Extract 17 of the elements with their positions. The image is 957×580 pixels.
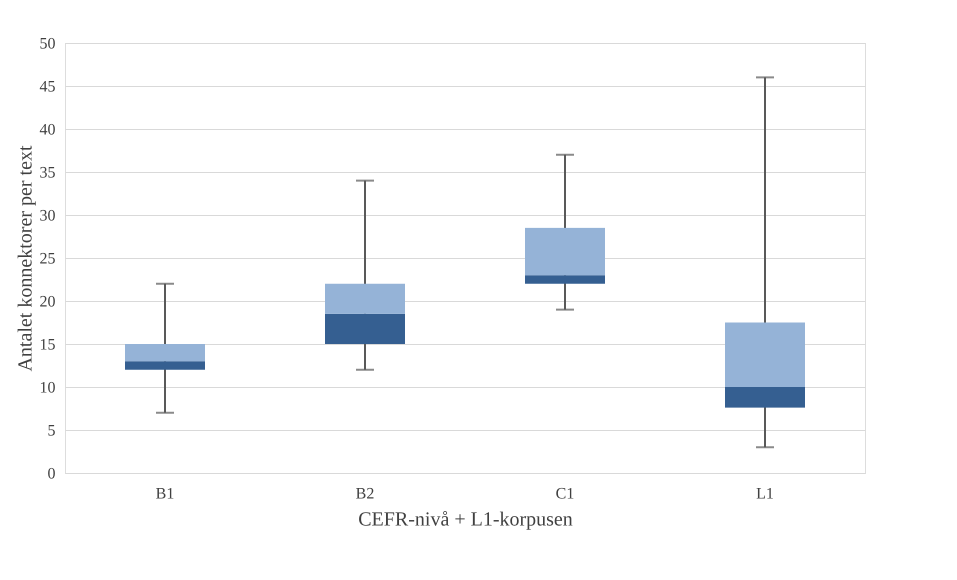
x-tick-label: L1 (756, 486, 774, 502)
x-tick-label: B1 (156, 486, 174, 502)
x-axis-title: CEFR-nivå + L1-korpusen (358, 508, 573, 530)
y-tick-label: 10 (40, 380, 56, 396)
y-tick-label: 45 (40, 78, 56, 96)
y-tick-label: 0 (48, 466, 56, 482)
y-tick-label: 30 (40, 208, 56, 224)
x-tick-label: B2 (356, 486, 374, 502)
y-tick-label: 50 (40, 36, 56, 52)
y-axis-title: Antalet konnektorer per text (14, 145, 36, 372)
y-tick-label: 15 (40, 336, 56, 354)
y-tick-label: 35 (40, 164, 56, 182)
y-tick-label: 20 (40, 294, 56, 310)
y-tick-label: 40 (40, 122, 56, 138)
y-tick-label: 25 (40, 250, 56, 268)
x-tick-label: C1 (556, 486, 574, 502)
y-tick-label: 5 (48, 422, 56, 440)
